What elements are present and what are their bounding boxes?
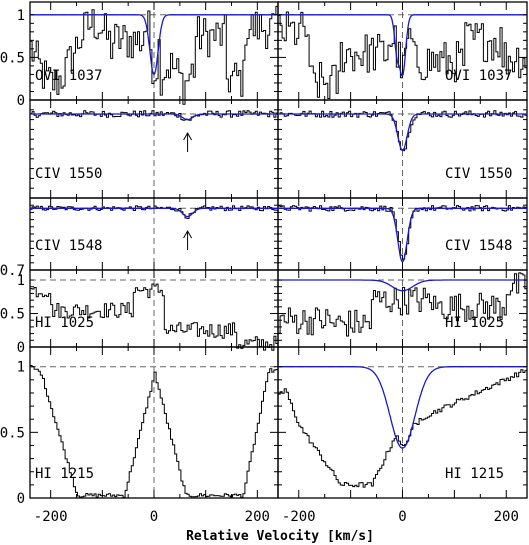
y-tick-label: 0 [17,340,25,356]
model-fit [30,207,278,218]
x-tick-label: 200 [245,509,270,525]
panel-label: HI 1025 [35,315,94,331]
panel-label: CIV 1548 [445,238,512,254]
spectrum-data [30,283,278,351]
spectrum-data [278,11,527,99]
panel-0-4: 0 0.5 1 HI 1215 [0,346,279,507]
spectrum-data [278,369,527,488]
panels-group: 0 0.5 1 OVI 1037 CIV 1550 0.7 CIV 1548 0 0.5 1 HI … [0,1,528,525]
y-tick-label: 0.5 [0,307,25,323]
x-axis-label: Relative Velocity [km/s] [186,529,374,544]
panel-label: CIV 1550 [35,166,102,182]
model-fit [278,113,527,152]
y-tick-label: 0 [17,93,25,109]
panel-label: CIV 1550 [445,166,512,182]
spectrum-data [30,110,278,121]
panel-1-4: HI 1215 [277,346,528,499]
panel-1-0: OVI 1037 [277,1,528,101]
spectrum-data [30,365,278,498]
y-tick-label: 1 [17,273,25,289]
y-tick-label: 0.5 [0,425,25,441]
y-tick-label: 0 [17,491,25,507]
arrow-head [183,229,193,239]
model-fit [30,14,278,76]
spectrum-data [278,272,527,337]
model-fit [278,207,527,263]
x-tick-label: 200 [494,509,519,525]
panel-label: OVI 1037 [35,68,102,84]
panel-0-0: 0 0.5 1 OVI 1037 [0,1,279,109]
panel-1-3: HI 1025 [277,269,528,348]
y-tick-label: 0.5 [0,50,25,66]
panel-label: OVI 1037 [445,68,512,84]
panel-0-1: CIV 1550 [29,99,279,199]
spectrum-data [30,5,278,105]
x-tick-label: 0 [150,509,158,525]
spectrum-data [278,205,527,260]
panel-label: HI 1215 [445,466,504,482]
model-fit [278,279,527,292]
y-tick-label: 1 [17,360,25,376]
arrow-head [183,131,193,141]
panel-label: HI 1215 [35,466,94,482]
model-fit [278,366,527,449]
panel-label: CIV 1548 [35,238,102,254]
x-tick-label: -200 [282,509,316,525]
model-fit [30,113,278,121]
y-tick-label: 0.7 [0,263,25,279]
y-tick-label: 1 [17,8,25,24]
panel-label: HI 1025 [445,315,504,331]
panel-0-3: 0 0.5 1 HI 1025 [0,269,279,356]
x-tick-label: 0 [398,509,406,525]
x-tick-label: -200 [34,509,68,525]
panel-1-2: CIV 1548 [277,197,528,271]
model-fit [278,14,527,77]
